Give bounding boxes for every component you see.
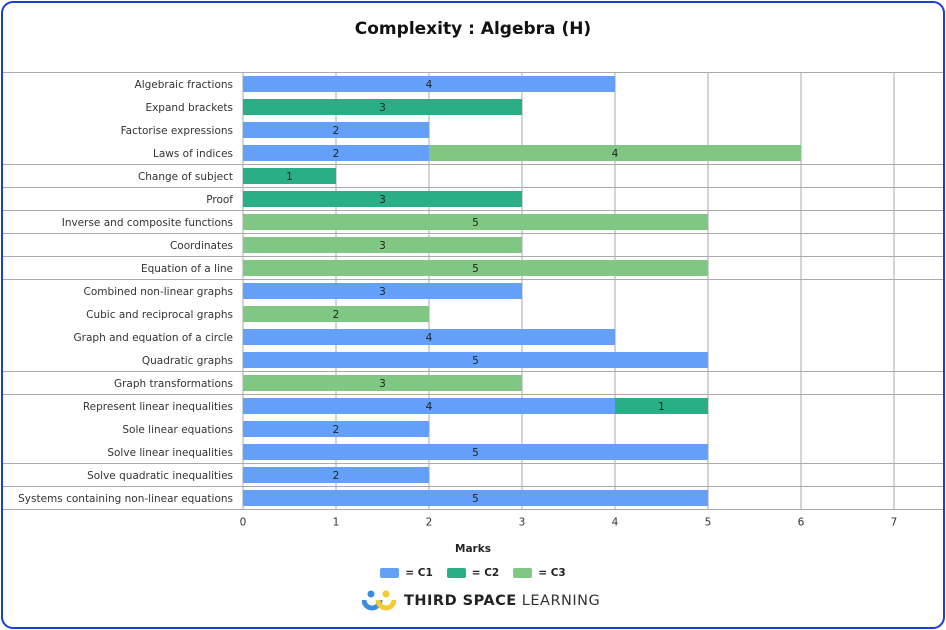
bar	[243, 260, 708, 276]
data-label: 5	[472, 447, 479, 459]
bar	[243, 375, 522, 391]
bar	[243, 145, 429, 161]
y-tick-label: Expand brackets	[145, 102, 233, 114]
data-label: 2	[333, 309, 340, 321]
data-label: 3	[379, 286, 386, 298]
data-label: 5	[472, 493, 479, 505]
y-tick-label: Equation of a line	[141, 263, 233, 275]
data-label: 5	[472, 263, 479, 275]
bar	[243, 444, 708, 460]
bar	[243, 214, 708, 230]
data-label: 4	[426, 79, 433, 91]
legend-swatch	[513, 568, 533, 578]
bar	[243, 99, 522, 115]
legend-item-c1: = C1	[380, 567, 433, 579]
bar	[243, 283, 522, 299]
data-label: 2	[333, 148, 340, 160]
logo-text-light: LEARNING	[521, 593, 601, 609]
x-tick-label: 5	[705, 517, 712, 529]
x-tick-label: 0	[240, 517, 247, 529]
y-tick-label: Cubic and reciprocal graphs	[86, 309, 233, 321]
legend-item-c2: = C2	[446, 567, 500, 579]
y-tick-label: Algebraic fractions	[135, 79, 233, 91]
data-label: 3	[379, 194, 386, 206]
data-label: 4	[426, 332, 433, 344]
y-tick-label: Inverse and composite functions	[62, 217, 233, 229]
x-tick-label: 1	[333, 517, 340, 529]
data-label: 2	[333, 424, 340, 436]
x-tick-label: 2	[426, 517, 433, 529]
x-tick-label: 7	[891, 517, 898, 529]
chart-title: Complexity : Algebra (H)	[354, 19, 592, 39]
legend-label: = C3	[538, 567, 566, 579]
y-tick-label: Proof	[206, 194, 233, 206]
y-tick-label: Combined non-linear graphs	[84, 286, 233, 298]
y-tick-label: Change of subject	[138, 171, 233, 183]
x-tick-label: 6	[798, 517, 805, 529]
bar	[243, 352, 708, 368]
x-tick-label: 4	[612, 517, 619, 529]
y-tick-label: Solve linear inequalities	[107, 447, 233, 459]
y-tick-label: Coordinates	[170, 240, 233, 252]
y-tick-label: Laws of indices	[153, 148, 233, 160]
bar	[243, 398, 615, 414]
y-tick-label: Sole linear equations	[122, 424, 233, 436]
data-label: 4	[612, 148, 619, 160]
y-tick-label: Quadratic graphs	[142, 355, 233, 367]
y-tick-label: Graph and equation of a circle	[74, 332, 233, 344]
data-label: 5	[472, 217, 479, 229]
data-label: 1	[286, 171, 293, 183]
bar	[243, 191, 522, 207]
y-tick-label: Graph transformations	[114, 378, 233, 390]
x-tick-label: 3	[519, 517, 526, 529]
legend-label: = C2	[471, 567, 500, 579]
bar	[243, 490, 708, 506]
bar	[243, 237, 522, 253]
data-label: 3	[379, 378, 386, 390]
data-label: 2	[333, 125, 340, 137]
y-tick-label: Factorise expressions	[121, 125, 233, 137]
bar	[243, 168, 336, 184]
data-label: 3	[379, 240, 386, 252]
third-space-learning-logo: THIRD SPACE LEARNING	[362, 590, 600, 612]
legend-label: = C1	[405, 567, 433, 579]
data-label: 1	[658, 401, 665, 413]
data-label: 2	[333, 470, 340, 482]
bar	[243, 421, 429, 437]
data-label: 4	[426, 401, 433, 413]
bar	[429, 145, 801, 161]
legend: = C1 = C2 = C3	[0, 567, 946, 579]
x-axis-label: Marks	[455, 543, 491, 555]
bar	[243, 122, 429, 138]
data-label: 5	[472, 355, 479, 367]
legend-swatch	[380, 568, 400, 578]
data-label: 3	[379, 102, 386, 114]
bar	[243, 76, 615, 92]
bar	[243, 467, 429, 483]
logo-text-bold: THIRD SPACE	[404, 593, 517, 609]
y-tick-label: Systems containing non-linear equations	[18, 493, 233, 505]
bar	[243, 306, 429, 322]
bar	[243, 329, 615, 345]
bar	[615, 398, 708, 414]
legend-swatch	[446, 568, 466, 578]
y-tick-label: Solve quadratic inequalities	[87, 470, 233, 482]
legend-item-c3: = C3	[513, 567, 566, 579]
y-tick-label: Represent linear inequalities	[83, 401, 233, 413]
logo-icon	[362, 590, 396, 611]
